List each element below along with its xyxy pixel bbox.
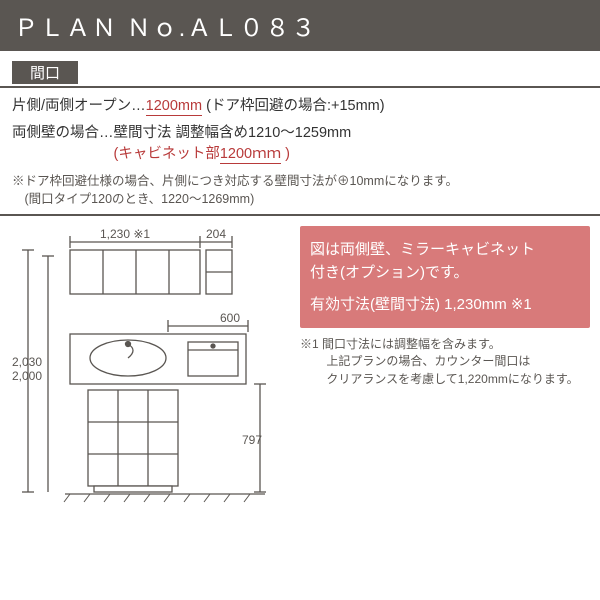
pink-callout: 図は両側壁、ミラーキャビネット 付き(オプション)です。 有効寸法(壁間寸法) … (300, 226, 590, 328)
diagram: 1,230 ※1 204 600 (10, 226, 290, 506)
row2-line1: 両側壁の場合…壁間寸法 調整幅含め1210～1259mm (12, 123, 588, 144)
pink-line2: 付き(オプション)です。 (310, 261, 580, 284)
row2b-value: 1200ｍｍ (220, 146, 281, 164)
pink-effective: 有効寸法(壁間寸法) 1,230mm ※1 (310, 293, 580, 316)
note1-a: ※ドア枠回避仕様の場合、片側につき対応する壁間寸法が⊕10mmになります。 (12, 174, 458, 188)
dim-top-d: 204 (206, 227, 226, 241)
section-tag-wrap: 間口 (0, 51, 600, 88)
rnote-l2: 上記プランの場合、カウンター間口は (300, 353, 590, 370)
rnote-l3: クリアランスを考慮して1,220mmになります。 (300, 371, 590, 388)
section-tag: 間口 (12, 61, 78, 84)
spec-row-1: 片側/両側オープン…1200mm (ドア枠回避の場合:+15mm) (12, 96, 588, 117)
row2b-post: ) (285, 146, 290, 162)
row2b-pre: (キャビネット部 (114, 146, 220, 162)
plan-title: ＰＬＡＮ Ｎｏ.ＡＬ０８３ (14, 15, 317, 42)
spec-note: ※ドア枠回避仕様の場合、片側につき対応する壁間寸法が⊕10mmになります。 (間… (12, 173, 588, 208)
row1-pre: 片側/両側オープン… (12, 98, 146, 114)
dim-h-inner: 2,000 (12, 369, 42, 383)
rule-mid (0, 214, 600, 216)
pink-line1: 図は両側壁、ミラーキャビネット (310, 238, 580, 261)
row1-value: 1200mm (146, 98, 202, 116)
row2-line2: (キャビネット部1200ｍｍ ) (114, 144, 589, 165)
rnote-l1: ※1 間口寸法には調整幅を含みます。 (300, 337, 501, 351)
dim-h-base: 797 (242, 433, 262, 447)
specs-block: 片側/両側オープン…1200mm (ドア枠回避の場合:+15mm) 両側壁の場合… (0, 88, 600, 208)
spec-row-2: 両側壁の場合…壁間寸法 調整幅含め1210～1259mm (キャビネット部120… (12, 123, 588, 165)
header-bar: ＰＬＡＮ Ｎｏ.ＡＬ０８３ (0, 0, 600, 51)
diagram-svg: 1,230 ※1 204 600 (10, 226, 290, 506)
note1-b: (間口タイプ120のとき、1220～1269mm) (25, 191, 589, 209)
lower-row: 1,230 ※1 204 600 (0, 226, 600, 516)
dim-top-w: 1,230 ※1 (100, 227, 150, 241)
dim-mid-d: 600 (220, 311, 240, 325)
right-column: 図は両側壁、ミラーキャビネット 付き(オプション)です。 有効寸法(壁間寸法) … (300, 226, 590, 506)
dim-h-total: 2,030 (12, 355, 42, 369)
row1-post: (ドア枠回避の場合:+15mm) (206, 98, 384, 114)
right-note: ※1 間口寸法には調整幅を含みます。 上記プランの場合、カウンター間口は クリア… (300, 336, 590, 388)
